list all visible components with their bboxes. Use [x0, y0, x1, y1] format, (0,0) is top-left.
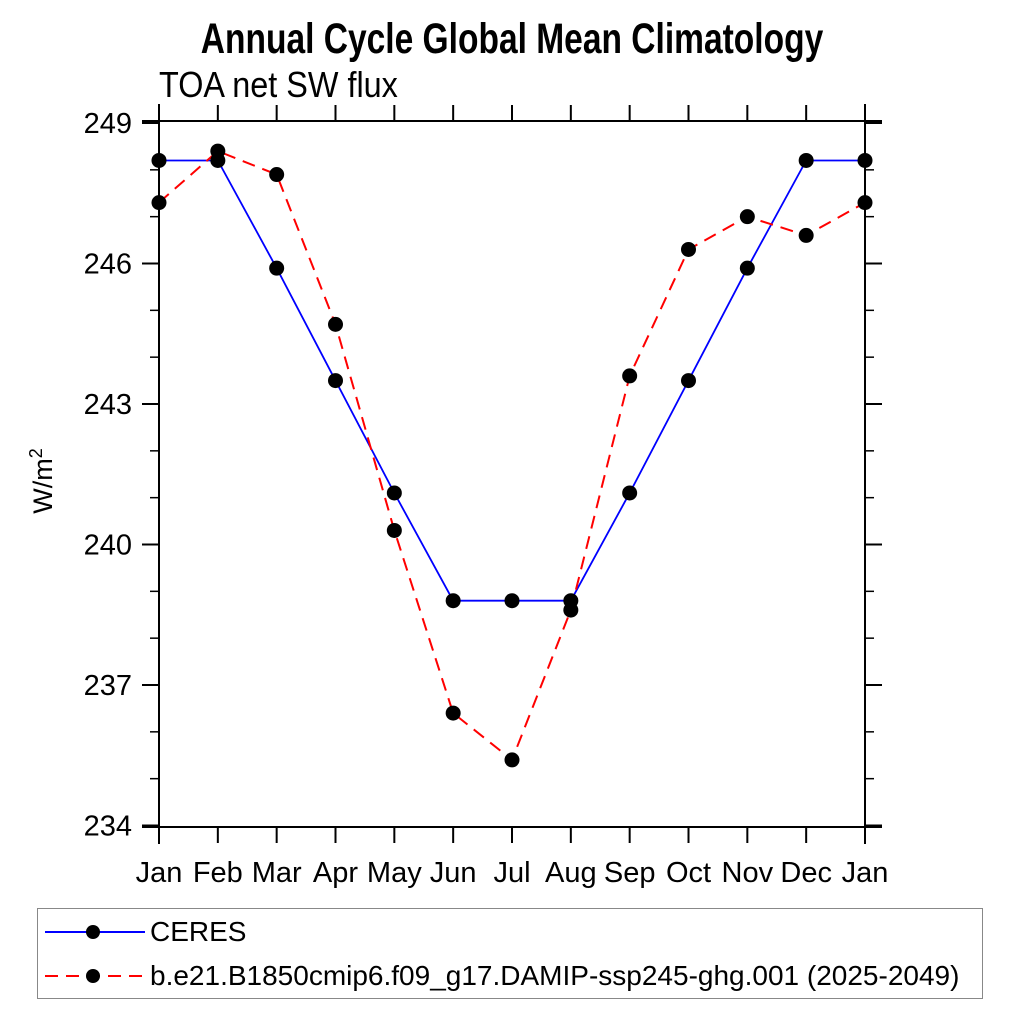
x-tick-label: Jul — [493, 857, 530, 889]
x-tick-label: Jan — [842, 857, 889, 889]
legend-item-ceres: CERES — [43, 911, 982, 953]
data-point-marker-model — [445, 705, 461, 721]
data-point-marker-model — [622, 368, 638, 384]
data-point-marker-ceres — [269, 260, 285, 276]
x-tick-label: Apr — [313, 857, 358, 889]
series-line-ceres — [159, 159, 865, 602]
legend-swatch-model — [45, 968, 145, 983]
x-tick-label: Jun — [430, 857, 477, 889]
x-tick-label: Jan — [136, 857, 183, 889]
x-tick-label: Nov — [722, 857, 774, 889]
y-tick-label: 243 — [84, 389, 132, 421]
legend-marker-model — [86, 968, 100, 983]
y-tick-label: 249 — [84, 108, 132, 140]
data-point-marker-model — [504, 752, 520, 768]
x-tick-label: Feb — [193, 857, 243, 889]
y-tick-label: 240 — [84, 529, 132, 561]
data-point-marker-model — [681, 241, 696, 257]
data-point-marker-model — [386, 522, 402, 538]
data-point-marker-ceres — [386, 485, 402, 501]
data-point-marker-ceres — [151, 152, 167, 168]
data-point-marker-model — [269, 167, 285, 183]
data-point-marker-model — [328, 316, 343, 332]
chart-title: Annual Cycle Global Mean Climatology — [200, 15, 824, 63]
data-point-marker-ceres — [328, 373, 343, 389]
data-point-marker-ceres — [739, 260, 755, 276]
data-point-marker-model — [798, 227, 814, 243]
data-point-marker-ceres — [681, 373, 696, 389]
series-line-model — [158, 149, 866, 762]
data-point-marker-model — [563, 602, 579, 618]
x-tick-label: Oct — [666, 857, 711, 889]
x-tick-label: Aug — [545, 857, 597, 889]
legend-item-model: b.e21.B1850cmip6.f09_g17.DAMIP-ssp245-gh… — [43, 955, 982, 997]
x-tick-label: Dec — [780, 857, 832, 889]
y-tick-label: 234 — [84, 810, 132, 842]
data-point-marker-model — [739, 209, 755, 225]
y-tick-label: 246 — [84, 248, 132, 280]
data-point-marker-ceres — [445, 593, 461, 609]
legend-swatch-ceres — [45, 924, 145, 939]
data-point-marker-ceres — [857, 152, 873, 168]
data-point-marker-model — [151, 195, 167, 211]
legend-box: CERES b.e21.B1850cmip6.f09_g17.DAMIP-ssp… — [37, 908, 983, 999]
data-point-marker-ceres — [504, 593, 520, 609]
legend-label-model: b.e21.B1850cmip6.f09_g17.DAMIP-ssp245-gh… — [150, 959, 960, 991]
data-point-marker-ceres — [798, 152, 814, 168]
x-tick-label: May — [367, 857, 422, 889]
x-tick-label: Sep — [604, 857, 656, 889]
chart-subtitle: TOA net SW flux — [159, 64, 398, 105]
data-point-marker-model — [210, 143, 226, 159]
legend-marker-ceres — [86, 924, 100, 939]
y-tick-label: 237 — [84, 670, 132, 702]
x-tick-label: Mar — [252, 857, 302, 889]
legend-label-ceres: CERES — [150, 915, 247, 947]
data-point-marker-model — [857, 195, 873, 211]
data-point-marker-ceres — [622, 485, 638, 501]
